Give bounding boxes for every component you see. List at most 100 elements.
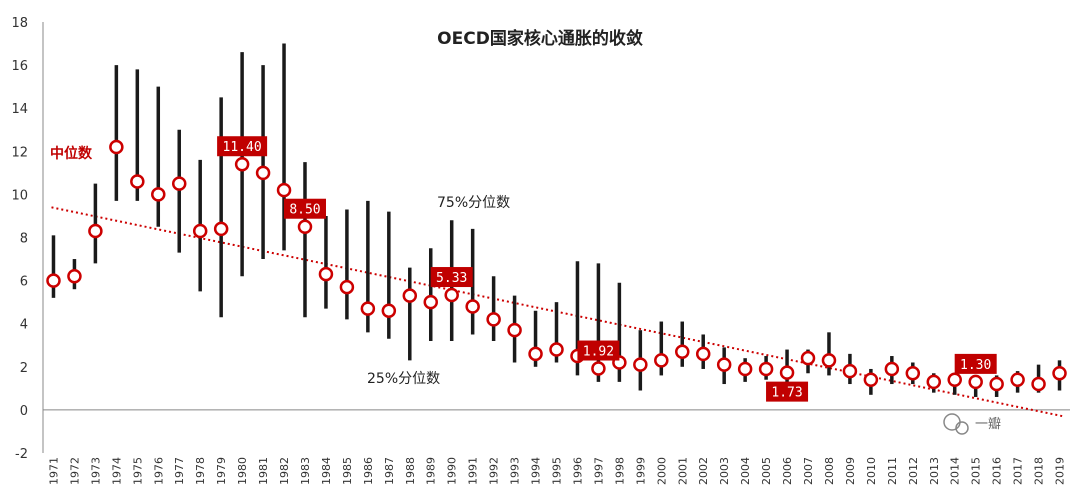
x-tick-label: 2006 bbox=[781, 457, 794, 485]
median-marker bbox=[297, 219, 313, 234]
x-tick-label: 1979 bbox=[215, 457, 228, 485]
callout-box bbox=[577, 340, 620, 361]
x-tick-label: 2015 bbox=[970, 457, 983, 485]
x-tick-label: 1972 bbox=[68, 457, 81, 485]
median-marker bbox=[151, 187, 166, 202]
x-tick-label: 2000 bbox=[655, 457, 668, 485]
x-tick-label: 1993 bbox=[509, 457, 522, 485]
x-tick-label: 1992 bbox=[488, 457, 501, 485]
median-marker bbox=[1010, 372, 1025, 387]
median-marker bbox=[549, 342, 564, 357]
callout-label: 8.50 bbox=[289, 203, 320, 218]
x-tick-label: 2005 bbox=[760, 457, 773, 485]
x-tick-label: 2019 bbox=[1054, 457, 1067, 485]
chart-title: OECD国家核心通胀的收敛 bbox=[437, 28, 643, 49]
median-marker bbox=[88, 223, 103, 239]
x-tick-label: 2018 bbox=[1033, 457, 1046, 485]
x-tick-label: 1977 bbox=[173, 457, 186, 485]
median-marker bbox=[234, 156, 250, 172]
callout-label: 1.30 bbox=[960, 358, 991, 373]
x-tick-label: 1984 bbox=[320, 457, 333, 485]
x-tick-label: 1990 bbox=[446, 457, 459, 485]
y-tick-label: 0 bbox=[20, 404, 28, 419]
x-tick-label: 1976 bbox=[152, 457, 165, 485]
median-marker bbox=[192, 223, 208, 239]
range-bars bbox=[51, 43, 1062, 397]
y-tick-label: 18 bbox=[11, 16, 28, 31]
median-marker bbox=[695, 346, 711, 362]
callout-label: 11.40 bbox=[223, 140, 262, 155]
median-marker bbox=[402, 288, 418, 303]
x-tick-label: 2008 bbox=[823, 457, 836, 485]
x-tick-label: 1975 bbox=[131, 457, 144, 485]
median-marker bbox=[968, 374, 983, 390]
median-marker bbox=[926, 374, 942, 390]
median-marker bbox=[486, 312, 501, 327]
x-tick-label: 2009 bbox=[844, 457, 857, 485]
callout: 8.50 bbox=[283, 198, 326, 219]
median-marker bbox=[1031, 376, 1046, 392]
callout-label: 1.92 bbox=[583, 345, 614, 360]
watermark-text: 一瓣 bbox=[975, 417, 1001, 432]
median-markers bbox=[46, 139, 1067, 392]
y-tick-label: 10 bbox=[11, 188, 28, 203]
median-marker bbox=[339, 279, 355, 295]
callout: 1.30 bbox=[954, 353, 997, 374]
median-marker bbox=[67, 269, 82, 284]
median-marker bbox=[465, 299, 480, 314]
callout: 11.40 bbox=[217, 136, 268, 157]
median-marker bbox=[800, 350, 816, 366]
median-marker bbox=[444, 287, 459, 303]
p25-label: 25%分位数 bbox=[367, 371, 440, 387]
x-tick-label: 1971 bbox=[47, 457, 60, 485]
median-marker bbox=[381, 303, 397, 319]
callout-box bbox=[430, 267, 473, 288]
x-tick-label: 2012 bbox=[907, 457, 920, 485]
x-tick-label: 1996 bbox=[571, 457, 584, 485]
value-callouts: 11.40 8.50 5.33 1.92 1.73 1.30 bbox=[217, 136, 997, 402]
median-marker bbox=[863, 372, 879, 387]
watermark: 一瓣 bbox=[943, 413, 1001, 435]
x-tick-label: 2017 bbox=[1012, 457, 1025, 485]
median-marker bbox=[905, 366, 921, 381]
median-marker bbox=[318, 266, 334, 282]
median-marker bbox=[884, 361, 900, 377]
y-tick-label: 8 bbox=[20, 232, 28, 247]
x-tick-label: 1989 bbox=[425, 457, 438, 485]
x-tick-label: 2013 bbox=[928, 457, 941, 485]
x-tick-label: 2007 bbox=[802, 457, 815, 485]
x-tick-label: 2014 bbox=[949, 457, 962, 485]
median-marker bbox=[737, 361, 753, 377]
x-tick-label: 1980 bbox=[236, 457, 249, 485]
median-marker bbox=[842, 363, 858, 379]
y-tick-label: 6 bbox=[20, 275, 28, 290]
median-marker bbox=[989, 376, 1004, 392]
median-marker bbox=[46, 273, 61, 288]
callout-label: 5.33 bbox=[436, 271, 467, 286]
x-tick-label: 1999 bbox=[634, 457, 647, 485]
median-marker bbox=[654, 353, 669, 368]
y-tick-label: -2 bbox=[15, 447, 28, 462]
median-marker bbox=[675, 344, 690, 359]
x-tick-label: 2011 bbox=[886, 457, 899, 485]
median-label: 中位数 bbox=[50, 145, 93, 162]
y-tick-label: 16 bbox=[11, 59, 28, 74]
callout: 5.33 bbox=[430, 267, 473, 288]
callout-box bbox=[217, 136, 268, 157]
median-marker bbox=[171, 176, 187, 191]
p75-label: 75%分位数 bbox=[437, 195, 510, 211]
wechat-icon bbox=[943, 413, 961, 431]
median-marker bbox=[423, 294, 438, 310]
y-axis: -2 0 2 4 6 8 10 12 14 16 18 bbox=[11, 16, 44, 462]
x-tick-label: 2016 bbox=[991, 457, 1004, 485]
x-tick-label: 1991 bbox=[467, 457, 480, 485]
x-tick-label: 1998 bbox=[613, 457, 626, 485]
callout-label: 1.73 bbox=[771, 386, 802, 401]
callout-box bbox=[766, 381, 809, 402]
y-tick-label: 12 bbox=[11, 145, 28, 160]
y-tick-label: 4 bbox=[20, 318, 28, 333]
x-axis: 1971 1972 1973 1974 1975 1976 1977 1978 1979 1980… bbox=[43, 409, 1070, 485]
median-marker bbox=[779, 365, 795, 380]
x-tick-label: 1987 bbox=[383, 457, 396, 485]
